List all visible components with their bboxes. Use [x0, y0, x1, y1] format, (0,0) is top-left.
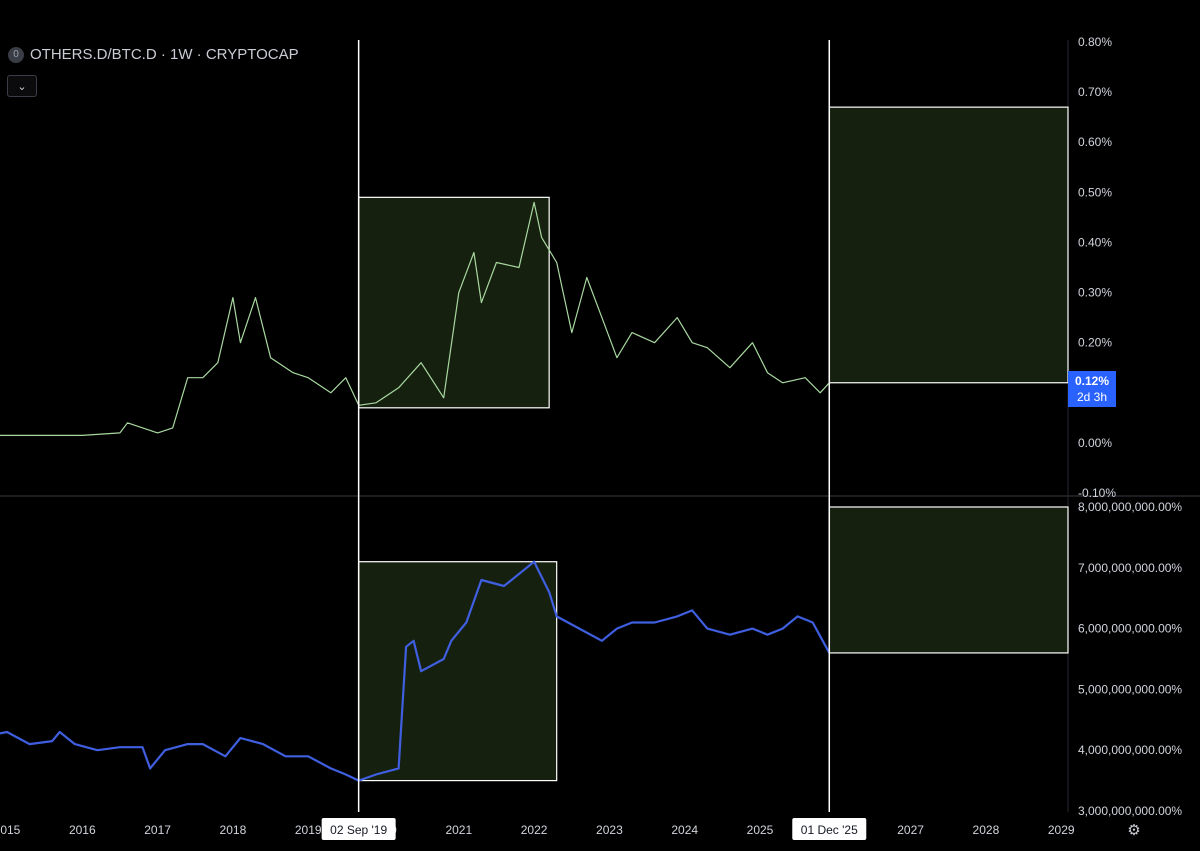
bar-countdown: 2d 3h: [1076, 390, 1108, 404]
x-tick-label: 2018: [220, 823, 247, 837]
x-tick-label: 2019: [295, 823, 322, 837]
x-tick-label: 2022: [521, 823, 548, 837]
x-tick-label: 2017: [144, 823, 171, 837]
y-tick-label: 0.70%: [1078, 85, 1112, 99]
y-tick-label: 0.00%: [1078, 436, 1112, 450]
x-tick-label: 2023: [596, 823, 623, 837]
cycle-highlight-box: [358, 196, 550, 409]
y-tick-label: 4,000,000,000.00%: [1078, 743, 1182, 757]
y-tick-label: -0.10%: [1078, 486, 1116, 500]
y-tick-label: 0.80%: [1078, 35, 1112, 49]
x-tick-label: 2028: [973, 823, 1000, 837]
projection-box: [828, 106, 1069, 384]
lower-indicator-line: [0, 560, 831, 782]
x-tick-label: 2029: [1048, 823, 1075, 837]
collapse-legend-button[interactable]: ⌄: [7, 75, 37, 97]
crosshair-date-box: [321, 818, 396, 840]
crosshair-date-box: [792, 818, 867, 840]
crosshair-date-label: 02 Sep '19: [330, 823, 387, 837]
symbol-badge: 0: [8, 46, 24, 63]
x-tick-label: 2025: [747, 823, 774, 837]
chart-legend: 0 OTHERS.D/BTC.D · 1W · CRYPTOCAP: [8, 46, 299, 63]
x-tick-label: 2024: [671, 823, 698, 837]
cycle-highlight-box: [358, 561, 558, 782]
current-price-value: 0.12%: [1074, 374, 1110, 388]
symbol-title[interactable]: OTHERS.D/BTC.D · 1W · CRYPTOCAP: [30, 46, 299, 63]
y-tick-label: 0.20%: [1078, 336, 1112, 350]
x-tick-label: 2021: [445, 823, 472, 837]
y-tick-label: 7,000,000,000.00%: [1078, 561, 1182, 575]
y-tick-label: 0.40%: [1078, 235, 1112, 249]
crosshair-date-label: 01 Dec '25: [801, 823, 858, 837]
x-tick-label: 2027: [897, 823, 924, 837]
current-price-label: 0.12% 2d 3h: [1068, 371, 1116, 407]
y-tick-label: 0.30%: [1078, 286, 1112, 300]
dominance-ratio-line: [0, 201, 830, 436]
y-tick-label: 0.50%: [1078, 185, 1112, 199]
y-tick-label: 0.60%: [1078, 135, 1112, 149]
chevron-down-icon: ⌄: [17, 80, 27, 93]
y-tick-label: 8,000,000,000.00%: [1078, 500, 1182, 514]
x-tick-label: 2016: [69, 823, 96, 837]
y-tick-label: 6,000,000,000.00%: [1078, 622, 1182, 636]
y-tick-label: 3,000,000,000.00%: [1078, 804, 1182, 818]
x-tick-label: 2015: [0, 823, 21, 837]
gear-icon: ⚙: [1127, 822, 1141, 839]
y-tick-label: 5,000,000,000.00%: [1078, 682, 1182, 696]
axis-settings-button[interactable]: ⚙: [1124, 820, 1144, 840]
projection-box: [828, 506, 1069, 654]
